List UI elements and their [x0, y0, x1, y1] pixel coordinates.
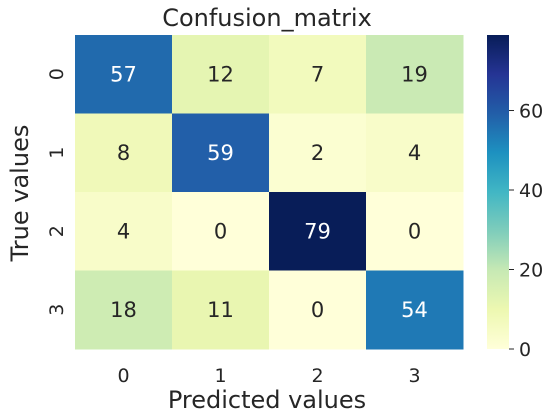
heatmap-cell: [172, 113, 270, 193]
cell-value-label: 57: [110, 62, 137, 86]
x-axis-label: Predicted values: [168, 386, 366, 414]
heatmap-cell: [172, 192, 270, 271]
cell-value-label: 0: [408, 219, 421, 243]
cell-value-label: 7: [311, 62, 324, 86]
cell-value-label: 59: [207, 141, 234, 165]
colorbar-tick-label: 0: [519, 339, 531, 361]
x-tick-label: 0: [117, 365, 129, 387]
cell-value-label: 19: [401, 62, 428, 86]
heatmap-cell: [75, 35, 173, 114]
heatmap-cell: [269, 270, 367, 350]
cell-value-label: 54: [401, 298, 428, 322]
y-tick-labels: 0 1 2 3: [46, 68, 68, 316]
colorbar-tick-label: 40: [519, 180, 543, 202]
cell-value-label: 8: [117, 141, 130, 165]
heatmap-cell: [366, 192, 464, 271]
x-tick-label: 3: [408, 365, 420, 387]
x-tick-label: 2: [311, 365, 323, 387]
x-tick-labels: 0 1 2 3: [117, 365, 420, 387]
cell-value-label: 2: [311, 141, 324, 165]
y-axis-label: True values: [6, 125, 34, 263]
heatmap-cell: [75, 113, 173, 193]
y-tick-label: 0: [46, 68, 68, 80]
cell-value-label: 12: [207, 62, 234, 86]
cell-value-label: 4: [117, 219, 130, 243]
y-tick-label: 3: [46, 304, 68, 316]
cell-value-label: 0: [214, 219, 227, 243]
cell-value-label: 11: [207, 298, 234, 322]
heatmap-cell: [172, 35, 270, 114]
heatmap-cell: [269, 35, 367, 114]
heatmap-cells: 57 12 7 19 8 59 2 4 4 0 79 0 18 11 0 54: [75, 35, 464, 350]
cell-value-label: 79: [304, 219, 331, 243]
heatmap-cell: [269, 192, 367, 271]
chart-title: Confusion_matrix: [162, 4, 372, 32]
heatmap-cell: [366, 270, 464, 350]
heatmap-cell: [172, 270, 270, 350]
cell-value-label: 18: [110, 298, 137, 322]
colorbar-tick-label: 60: [519, 101, 543, 123]
heatmap-cell: [366, 113, 464, 193]
cell-value-label: 4: [408, 141, 421, 165]
heatmap-cell: [366, 35, 464, 114]
heatmap-cell: [269, 113, 367, 193]
heatmap-cell: [75, 270, 173, 350]
x-tick-label: 1: [214, 365, 226, 387]
colorbar: 0 20 40 60: [487, 35, 543, 361]
colorbar-gradient: [487, 35, 509, 349]
colorbar-tick-label: 20: [519, 260, 543, 282]
y-tick-label: 1: [46, 147, 68, 159]
cell-value-label: 0: [311, 298, 324, 322]
heatmap-cell: [75, 192, 173, 271]
y-tick-label: 2: [46, 225, 68, 237]
